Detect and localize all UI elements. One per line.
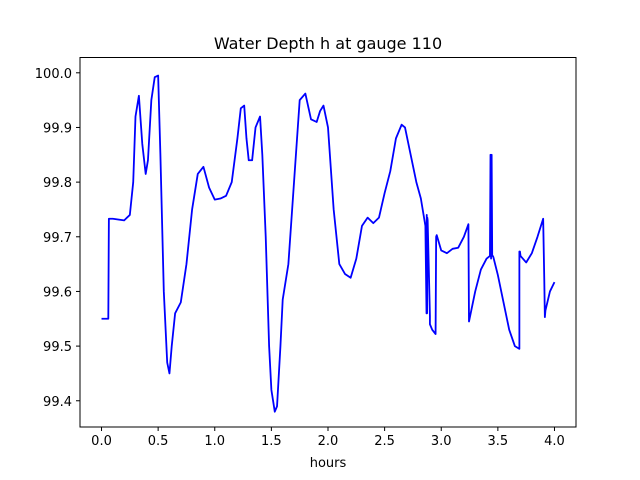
x-tick-label: 0.5 (148, 434, 169, 449)
y-tick-label: 99.4 (43, 395, 72, 410)
x-tick-label: 1.0 (204, 434, 225, 449)
x-tick-label: 4.0 (544, 434, 565, 449)
x-tick-label: 0.0 (91, 434, 112, 449)
x-tick-label: 1.5 (261, 434, 282, 449)
x-tick-label: 3.5 (488, 434, 509, 449)
y-tick-label: 99.8 (43, 176, 72, 191)
y-tick-label: 100.0 (35, 67, 72, 82)
y-tick-label: 99.5 (43, 340, 72, 355)
x-tick-label: 2.0 (318, 434, 339, 449)
y-tick-label: 99.6 (43, 285, 72, 300)
plot-frame (79, 57, 577, 428)
x-axis-label: hours (310, 456, 347, 471)
x-tick-label: 2.5 (374, 434, 395, 449)
x-axis-ticks: 0.0 0.5 1.0 1.5 2.0 2.5 3.0 3.5 4.0 (91, 427, 565, 449)
water-depth-line (101, 74, 556, 413)
series-layer (101, 74, 556, 413)
x-tick-label: 3.0 (431, 434, 452, 449)
y-tick-label: 99.9 (43, 121, 72, 136)
chart-title: Water Depth h at gauge 110 (214, 34, 442, 53)
y-axis-ticks: 99.4 99.5 99.6 99.7 99.8 99.9 100.0 (35, 67, 80, 410)
y-tick-label: 99.7 (43, 231, 72, 246)
